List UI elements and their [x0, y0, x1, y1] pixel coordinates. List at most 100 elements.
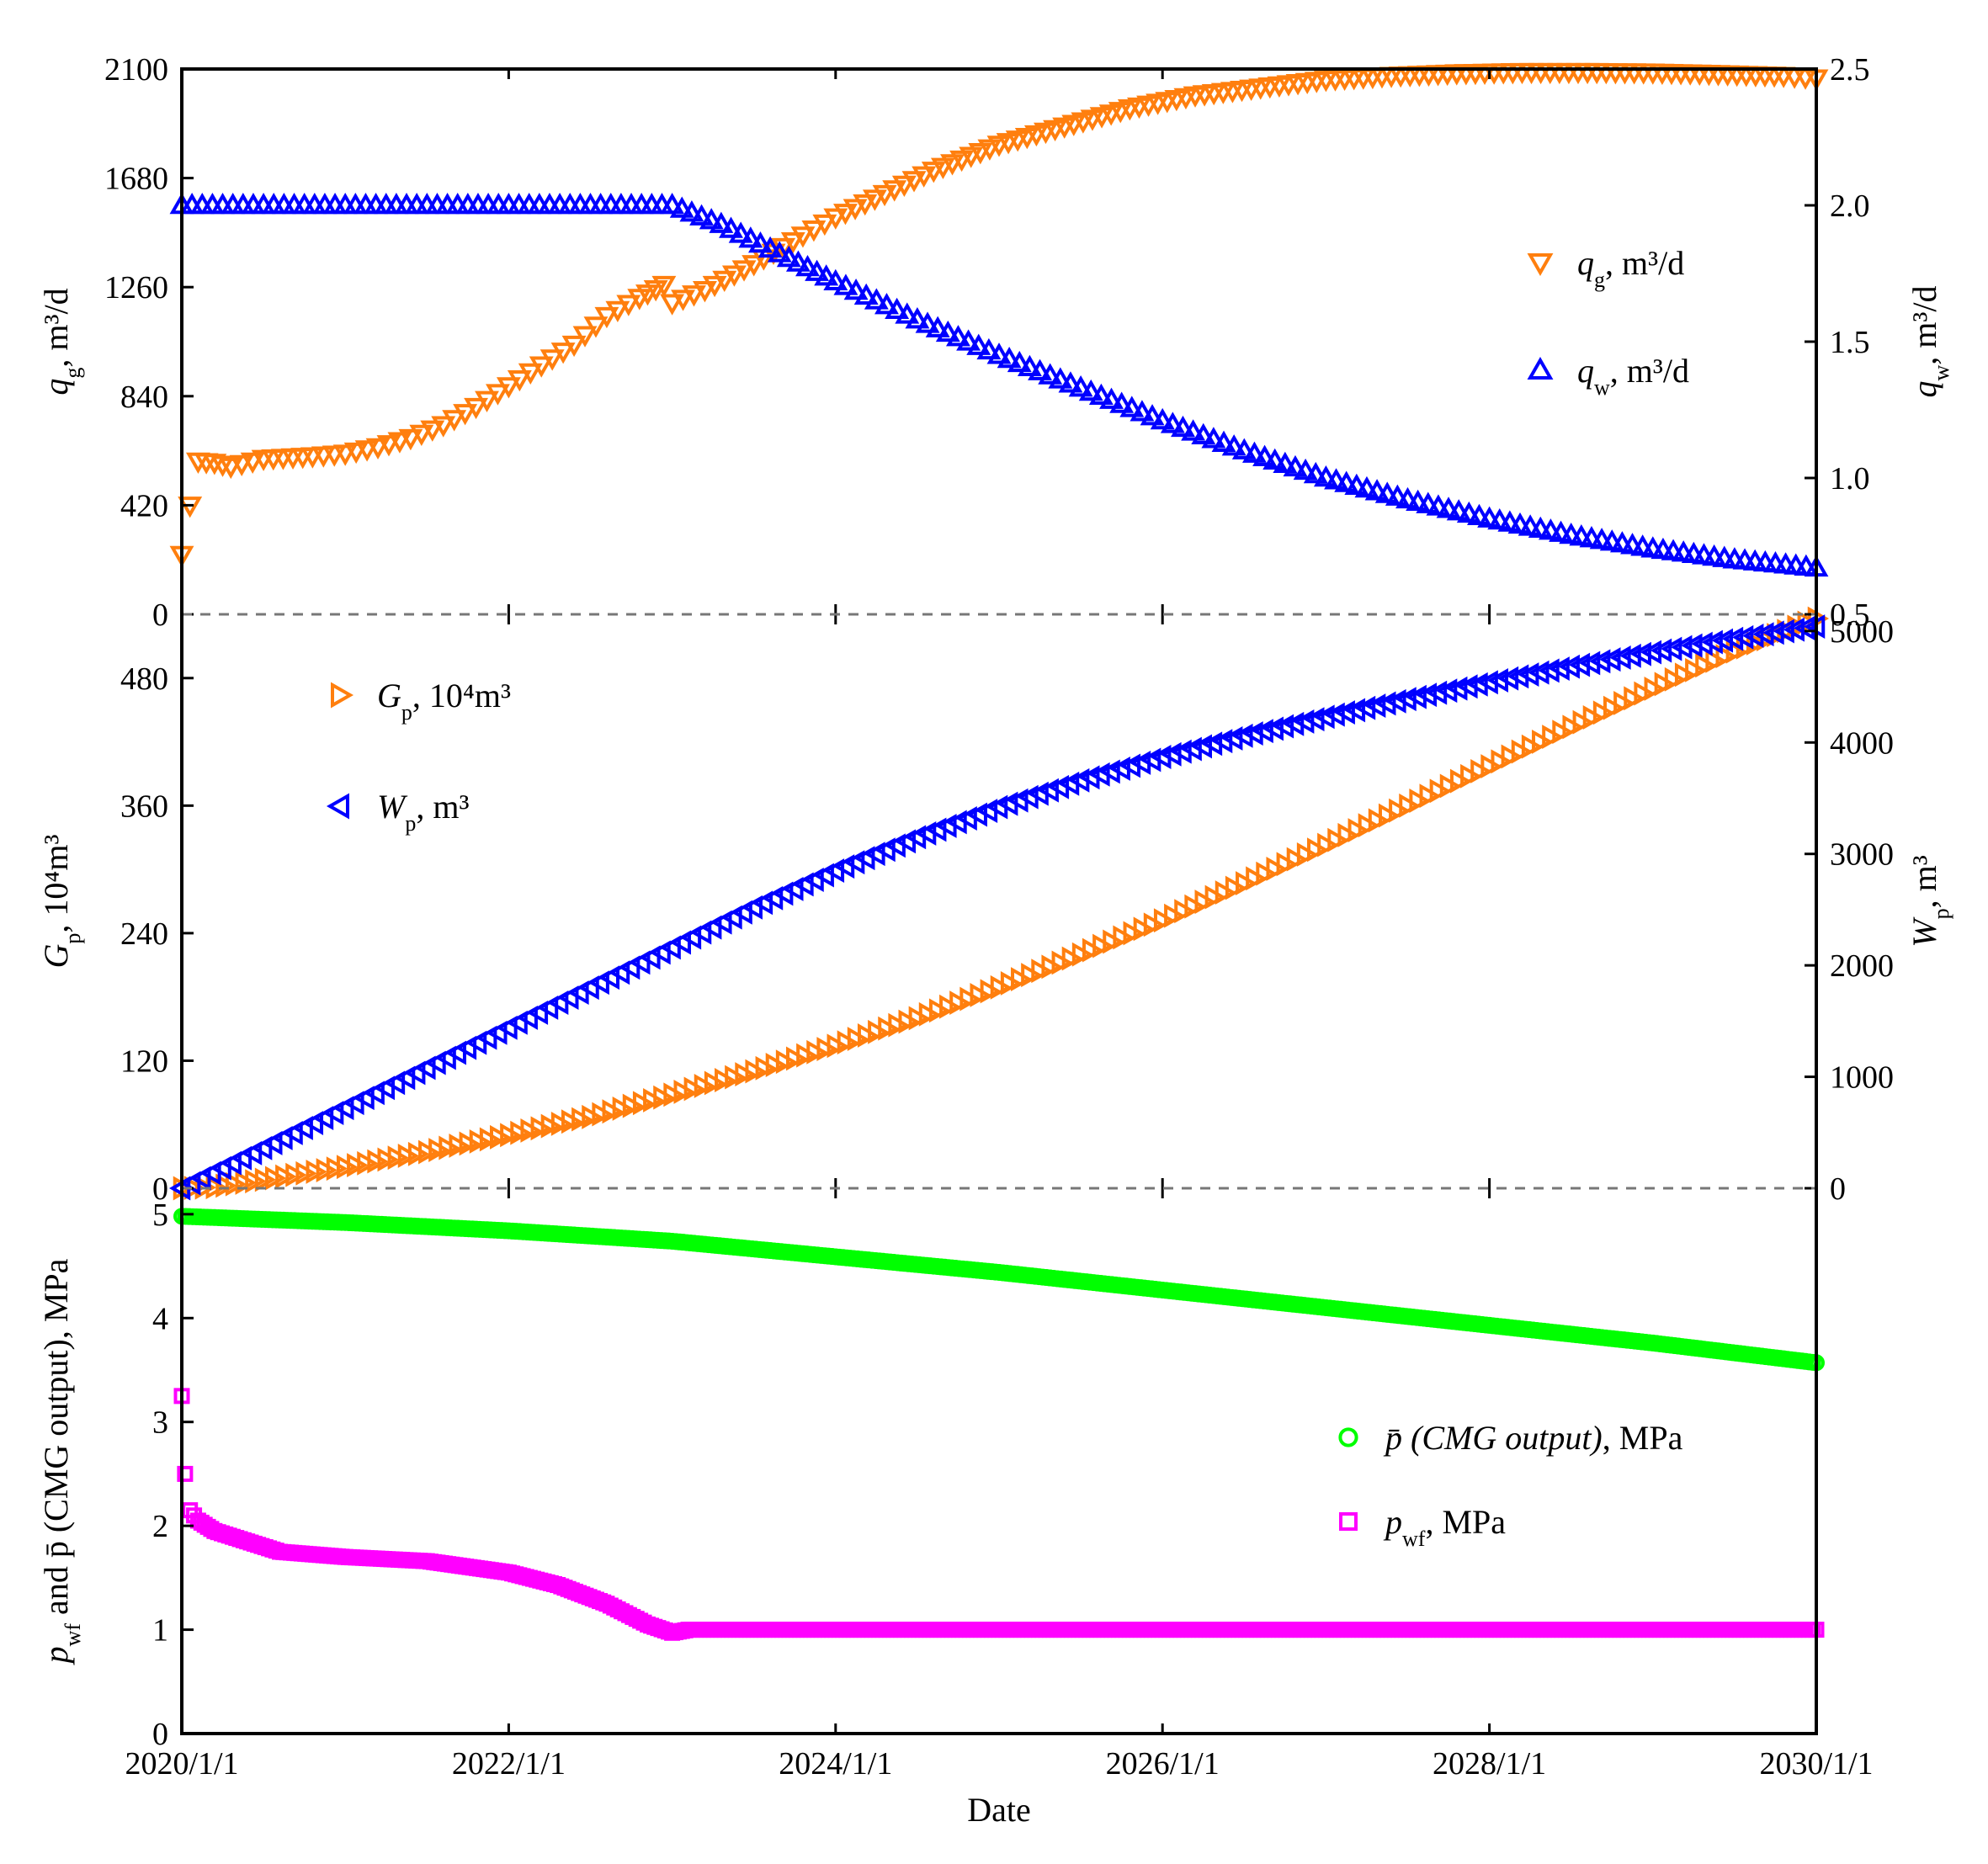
data-point	[1011, 967, 1033, 991]
data-point	[1303, 461, 1328, 484]
data-point	[653, 1085, 675, 1110]
data-point	[285, 1162, 307, 1187]
data-point	[1603, 695, 1625, 720]
data-point	[1538, 518, 1563, 540]
data-point	[853, 194, 878, 216]
data-point	[311, 446, 336, 468]
data-point	[755, 1055, 777, 1081]
data-point	[814, 264, 839, 286]
data-point	[326, 1156, 348, 1182]
data-point	[622, 1093, 645, 1118]
legend-marker	[1527, 253, 1554, 277]
data-point	[925, 316, 950, 337]
data-point	[306, 1159, 327, 1184]
data-point	[592, 1102, 614, 1127]
data-point	[939, 994, 961, 1019]
data-point	[1364, 479, 1390, 501]
data-point	[177, 1465, 194, 1482]
data-point	[918, 1001, 941, 1027]
data-point	[837, 1030, 858, 1055]
data-point	[507, 369, 532, 392]
data-point	[407, 1141, 430, 1166]
data-point	[872, 184, 897, 207]
data-point	[1246, 866, 1268, 891]
data-point	[387, 432, 412, 454]
data-point	[805, 259, 830, 281]
data-point	[857, 1023, 880, 1048]
right-tick-label: 0.5	[1830, 597, 1870, 633]
data-point	[1378, 803, 1401, 828]
data-point	[891, 175, 917, 198]
data-point	[921, 162, 946, 183]
data-point	[354, 440, 380, 462]
data-point	[500, 1123, 522, 1148]
left-tick-label: 120	[120, 1044, 168, 1079]
data-point	[1460, 763, 1482, 789]
data-point	[1344, 473, 1369, 495]
left-tick-label: 840	[120, 380, 168, 415]
data-point	[1031, 959, 1053, 984]
data-point	[583, 316, 609, 338]
data-point	[1017, 354, 1042, 377]
data-point	[1231, 438, 1257, 459]
data-point	[1532, 729, 1554, 754]
data-point	[240, 452, 265, 474]
data-point	[709, 211, 734, 233]
data-point	[930, 157, 955, 179]
legend-marker	[331, 682, 354, 709]
data-point	[1654, 672, 1676, 697]
data-point	[1078, 379, 1103, 401]
data-point	[1334, 470, 1359, 492]
data-point	[1099, 387, 1124, 409]
data-point	[420, 420, 445, 442]
x-tick-label: 2028/1/1	[1433, 1746, 1546, 1782]
data-point	[1058, 371, 1083, 393]
data-point	[1204, 884, 1226, 910]
data-point	[912, 166, 937, 188]
left-tick-label: 360	[120, 789, 168, 824]
data-point	[1337, 822, 1359, 847]
data-point	[731, 260, 757, 282]
data-point	[1399, 793, 1421, 818]
data-point	[689, 204, 715, 226]
data-point	[540, 1113, 562, 1139]
data-point	[669, 196, 694, 218]
data-point	[1705, 648, 1727, 673]
data-point	[1113, 925, 1135, 950]
data-point	[1511, 739, 1534, 764]
series-top-1	[169, 192, 1829, 577]
data-point	[901, 171, 927, 193]
data-point	[1549, 520, 1574, 542]
data-point	[1317, 832, 1339, 858]
x-tick-label: 2020/1/1	[125, 1746, 238, 1782]
data-point	[949, 990, 971, 1016]
data-point	[786, 1046, 808, 1071]
chart-frame	[180, 67, 1818, 1735]
data-point	[496, 377, 521, 399]
data-point	[295, 1160, 317, 1186]
data-point	[529, 356, 554, 378]
data-point	[1160, 412, 1185, 433]
data-point	[959, 146, 984, 168]
data-point	[210, 455, 235, 477]
data-point	[1221, 434, 1246, 456]
data-point	[229, 454, 254, 477]
data-point	[449, 1134, 470, 1158]
data-point	[898, 1009, 920, 1034]
data-point	[300, 447, 325, 469]
data-point	[275, 1164, 297, 1189]
data-point	[264, 1166, 287, 1191]
data-point	[694, 1073, 716, 1098]
data-point	[1215, 880, 1237, 905]
data-point	[510, 1120, 532, 1145]
data-point	[956, 329, 981, 351]
data-point	[1000, 970, 1023, 996]
x-axis-label: Date	[967, 1791, 1031, 1829]
data-point	[721, 265, 747, 287]
right-tick-label: 0	[1830, 1171, 1846, 1207]
data-point	[785, 250, 811, 272]
data-point	[1644, 676, 1666, 701]
left-tick-label: 5	[152, 1198, 168, 1233]
data-point	[735, 1062, 757, 1086]
